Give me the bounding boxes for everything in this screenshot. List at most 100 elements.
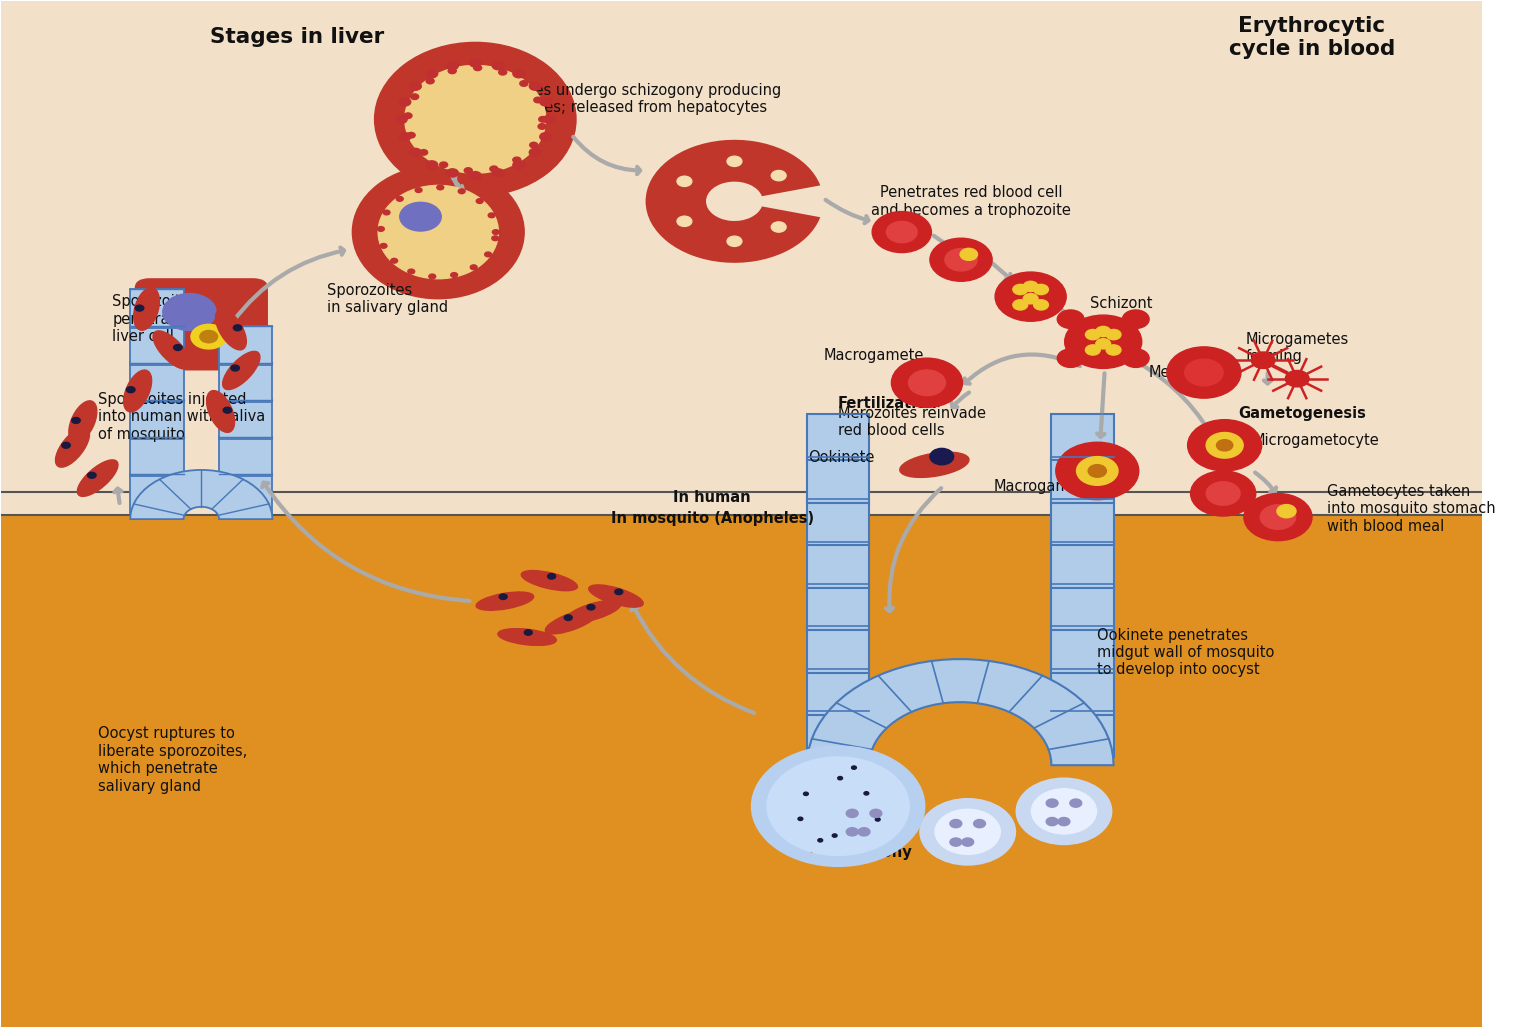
Circle shape — [1024, 294, 1038, 304]
Circle shape — [234, 325, 241, 331]
Circle shape — [529, 82, 541, 90]
Circle shape — [399, 133, 411, 141]
Circle shape — [886, 221, 917, 243]
Circle shape — [752, 746, 924, 866]
Circle shape — [492, 229, 500, 234]
Circle shape — [772, 171, 785, 181]
Text: Gametogenesis: Gametogenesis — [1238, 406, 1366, 421]
Circle shape — [950, 819, 961, 828]
Circle shape — [727, 236, 743, 247]
Text: In mosquito (Anopheles): In mosquito (Anopheles) — [611, 511, 814, 525]
Circle shape — [891, 358, 963, 407]
Circle shape — [804, 793, 808, 796]
Circle shape — [772, 222, 785, 232]
Circle shape — [1106, 329, 1122, 339]
Circle shape — [1184, 359, 1222, 386]
Circle shape — [426, 70, 437, 78]
Bar — [2, 1, 1482, 515]
Bar — [130, 474, 183, 513]
Bar — [1051, 711, 1114, 758]
Circle shape — [1057, 310, 1083, 328]
Circle shape — [465, 168, 472, 174]
Ellipse shape — [206, 391, 235, 433]
Circle shape — [547, 574, 556, 579]
Circle shape — [847, 828, 859, 836]
Text: Erythrocytic
cycle in blood: Erythrocytic cycle in blood — [1229, 15, 1395, 59]
Circle shape — [1057, 817, 1070, 825]
Ellipse shape — [377, 185, 498, 279]
Circle shape — [520, 81, 527, 86]
Circle shape — [1013, 285, 1028, 295]
Circle shape — [513, 157, 521, 162]
Circle shape — [931, 448, 953, 465]
Text: Merozoites: Merozoites — [1149, 365, 1229, 380]
Circle shape — [416, 188, 422, 192]
Text: Sporozoites undergo schizogony producing
merozoites; released from hepatocytes: Sporozoites undergo schizogony producing… — [466, 82, 781, 115]
Text: Sporogony: Sporogony — [824, 845, 912, 859]
Circle shape — [614, 589, 623, 594]
Bar — [219, 326, 272, 365]
Circle shape — [400, 203, 442, 231]
Circle shape — [1065, 316, 1141, 368]
Circle shape — [406, 133, 416, 138]
Circle shape — [798, 817, 802, 820]
Circle shape — [231, 365, 240, 371]
Bar — [807, 542, 869, 588]
Circle shape — [529, 148, 541, 156]
Bar — [130, 289, 183, 328]
Circle shape — [837, 776, 842, 780]
Circle shape — [408, 269, 414, 273]
Circle shape — [513, 160, 524, 169]
Circle shape — [1057, 348, 1083, 367]
Ellipse shape — [223, 352, 260, 390]
Circle shape — [1261, 505, 1296, 529]
Circle shape — [191, 324, 226, 348]
Circle shape — [498, 70, 507, 75]
Circle shape — [544, 115, 555, 123]
Circle shape — [831, 799, 897, 844]
Circle shape — [484, 252, 492, 257]
Text: Microgametocyte: Microgametocyte — [1253, 433, 1380, 447]
Circle shape — [411, 94, 419, 100]
Circle shape — [530, 142, 538, 148]
Circle shape — [1244, 493, 1313, 541]
Circle shape — [451, 272, 457, 278]
Circle shape — [127, 387, 134, 393]
Text: Sporozoites
in salivary gland: Sporozoites in salivary gland — [327, 283, 448, 315]
Bar — [1051, 669, 1114, 715]
Circle shape — [61, 442, 70, 448]
Ellipse shape — [374, 42, 576, 196]
Circle shape — [872, 212, 932, 253]
Circle shape — [909, 370, 946, 396]
Text: Sporozoites injected
into human with saliva
of mosquito: Sporozoites injected into human with sal… — [98, 392, 264, 441]
Text: Ookinete: Ookinete — [808, 450, 876, 465]
Text: Schizont: Schizont — [1089, 296, 1152, 311]
Bar — [1051, 584, 1114, 630]
Ellipse shape — [567, 600, 620, 623]
Bar — [130, 400, 183, 439]
Circle shape — [564, 615, 571, 621]
Circle shape — [876, 818, 880, 821]
Circle shape — [492, 235, 498, 241]
Circle shape — [420, 150, 428, 155]
Circle shape — [847, 809, 859, 817]
Circle shape — [1031, 788, 1097, 834]
Circle shape — [500, 594, 507, 599]
Circle shape — [1206, 433, 1244, 458]
Circle shape — [869, 809, 882, 817]
Circle shape — [524, 630, 532, 635]
Ellipse shape — [521, 571, 578, 591]
Circle shape — [863, 792, 869, 795]
Ellipse shape — [405, 66, 545, 173]
Ellipse shape — [124, 370, 151, 412]
Circle shape — [931, 238, 992, 282]
Bar — [1051, 626, 1114, 672]
Bar — [1051, 414, 1114, 461]
Ellipse shape — [353, 166, 524, 299]
Text: Microgametes
forming: Microgametes forming — [1245, 332, 1349, 364]
Circle shape — [490, 167, 498, 172]
Ellipse shape — [782, 816, 819, 827]
Bar — [1051, 542, 1114, 588]
FancyBboxPatch shape — [134, 279, 267, 370]
Bar — [807, 711, 869, 758]
